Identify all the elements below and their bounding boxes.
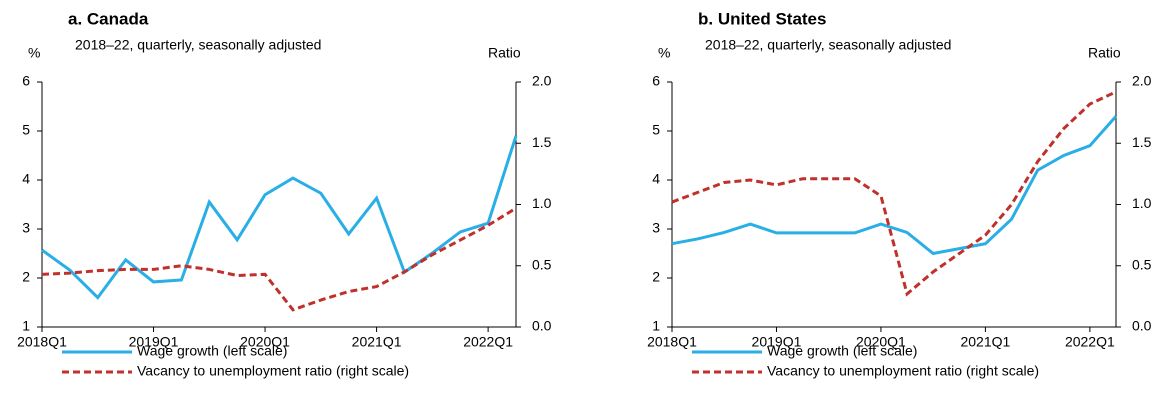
chart-title: b. United States (698, 9, 826, 28)
series-line (671, 115, 1118, 256)
y-tick-label: 3 (652, 220, 660, 236)
y2-tick-label: 1.0 (1132, 195, 1152, 211)
x-tick-label: 2022Q1 (463, 334, 513, 350)
chart-subtitle: 2018–22, quarterly, seasonally adjusted (705, 37, 951, 53)
y-tick-label: 3 (22, 220, 30, 236)
y2-axis-label: Ratio (488, 45, 521, 61)
y2-tick-label: 0.5 (1132, 256, 1152, 272)
y-tick-label: 1 (652, 318, 660, 334)
chart-subtitle: 2018–22, quarterly, seasonally adjusted (75, 37, 321, 53)
y-tick-label: 6 (22, 73, 30, 89)
x-tick-label: 2021Q1 (352, 334, 402, 350)
x-tick-label: 2020Q1 (240, 334, 290, 350)
legend-label: Wage growth (left scale) (137, 343, 287, 359)
chart-title: a. Canada (68, 9, 149, 28)
x-tick-label: 2019Q1 (752, 334, 802, 350)
y2-tick-label: 2.0 (532, 73, 552, 89)
y-tick-label: 2 (22, 269, 30, 285)
x-tick-label: 2021Q1 (960, 334, 1010, 350)
legend-label: Vacancy to unemployment ratio (right sca… (137, 363, 409, 379)
x-tick-label: 2020Q1 (856, 334, 906, 350)
series-line (41, 135, 518, 300)
x-tick-label: 2019Q1 (129, 334, 179, 350)
x-tick-label: 2022Q1 (1065, 334, 1115, 350)
y-tick-label: 4 (652, 171, 660, 187)
y2-tick-label: 0.0 (532, 318, 552, 334)
y2-tick-label: 0.0 (1132, 318, 1152, 334)
legend-label: Vacancy to unemployment ratio (right sca… (767, 363, 1039, 379)
y-tick-label: 6 (652, 73, 660, 89)
x-tick-label: 2018Q1 (647, 334, 697, 350)
y-tick-label: 5 (652, 122, 660, 138)
y2-tick-label: 1.5 (532, 134, 552, 150)
y2-tick-label: 0.5 (532, 256, 552, 272)
y2-tick-label: 1.0 (532, 195, 552, 211)
y-tick-label: 2 (652, 269, 660, 285)
y-axis-label: % (28, 45, 40, 61)
y-tick-label: 1 (22, 318, 30, 334)
series-line (671, 90, 1117, 297)
y-tick-label: 5 (22, 122, 30, 138)
legend-label: Wage growth (left scale) (767, 343, 917, 359)
y-axis-label: % (658, 45, 670, 61)
x-tick-label: 2018Q1 (17, 334, 67, 350)
y2-tick-label: 2.0 (1132, 73, 1152, 89)
y-tick-label: 4 (22, 171, 30, 187)
y2-axis-label: Ratio (1088, 45, 1121, 61)
series-line (41, 206, 517, 312)
y2-tick-label: 1.5 (1132, 134, 1152, 150)
